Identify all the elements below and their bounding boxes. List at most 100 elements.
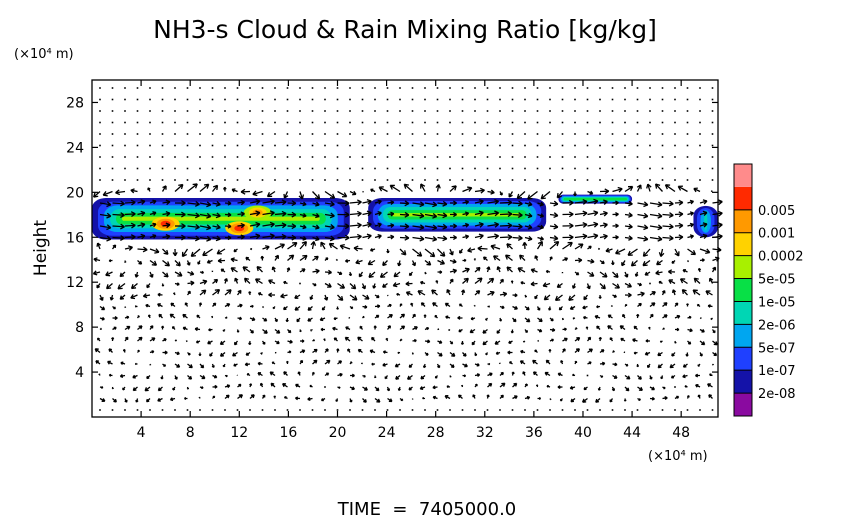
wind-vector (562, 337, 568, 342)
wind-vector (449, 278, 454, 284)
wind-vector (649, 224, 663, 231)
wind-vector (386, 144, 389, 147)
wind-vector (659, 340, 663, 343)
wind-vector (211, 184, 219, 192)
wind-vector (595, 398, 601, 403)
wind-vector (174, 179, 176, 181)
wind-vector (574, 271, 580, 276)
wind-vector (99, 87, 101, 89)
wind-vector (311, 409, 314, 411)
wind-vector (199, 167, 201, 170)
wind-vector (361, 409, 364, 411)
wind-vector (586, 144, 589, 147)
wind-vector (224, 156, 226, 158)
wind-vector (512, 317, 517, 323)
wind-vector (162, 222, 171, 229)
wind-vector (386, 110, 389, 112)
wind-vector (561, 144, 564, 147)
wind-vector (524, 144, 526, 147)
wind-vector (262, 317, 268, 322)
wind-vector (511, 121, 514, 124)
wind-vector (244, 362, 251, 367)
wind-vector (611, 386, 616, 392)
wind-vector (359, 325, 364, 330)
wind-vector (587, 271, 595, 277)
wind-vector (661, 156, 664, 158)
wind-vector (637, 282, 643, 287)
wind-vector (196, 314, 201, 319)
wind-vector (268, 279, 276, 285)
wind-vector (524, 133, 526, 135)
wind-vector (674, 98, 676, 101)
wind-vector (336, 179, 339, 181)
wind-vector (149, 121, 151, 124)
wind-vector (187, 183, 198, 193)
wind-vector (448, 328, 451, 332)
wind-vector (174, 121, 176, 124)
wind-vector-field (92, 87, 723, 411)
wind-vector (99, 179, 101, 181)
wind-vector (486, 156, 489, 158)
wind-vector (507, 350, 513, 355)
wind-vector (186, 144, 189, 147)
wind-vector (485, 352, 489, 356)
x-tick-label: 44 (623, 425, 641, 441)
wind-vector (337, 223, 350, 230)
wind-vector (324, 269, 332, 275)
wind-vector (237, 211, 245, 217)
colorbar-frame (733, 163, 753, 417)
wind-vector (615, 248, 626, 255)
wind-vector (362, 398, 367, 403)
wind-vector (636, 133, 639, 135)
wind-vector (336, 87, 339, 89)
wind-vector (249, 221, 261, 228)
wind-vector (686, 144, 689, 147)
wind-vector (324, 257, 329, 261)
wind-vector (474, 409, 476, 411)
wind-vector (287, 200, 297, 207)
wind-vector (262, 221, 275, 228)
wind-vector (574, 409, 576, 411)
wind-vector (149, 156, 151, 158)
wind-vector (174, 223, 186, 229)
wind-vector (96, 283, 101, 289)
x-tick-label: 32 (476, 425, 494, 441)
wind-vector (248, 291, 252, 296)
wind-vector (92, 270, 101, 276)
wind-vector (161, 283, 165, 287)
wind-vector (337, 234, 350, 241)
wind-vector (556, 282, 563, 289)
wind-vector (274, 210, 287, 217)
wind-vector (347, 348, 351, 353)
wind-vector (374, 144, 376, 147)
wind-vector (237, 199, 245, 206)
wind-vector (636, 179, 639, 181)
wind-vector (422, 363, 427, 369)
wind-vector (208, 328, 213, 332)
wind-vector (469, 328, 476, 334)
wind-vector (373, 375, 377, 379)
wind-vector (424, 156, 426, 158)
wind-vector (499, 110, 501, 112)
wind-vector (682, 363, 688, 368)
wind-vector (299, 339, 305, 343)
wind-vector (549, 87, 551, 89)
wind-vector (112, 326, 117, 331)
wind-vector (199, 212, 212, 219)
wind-vector (642, 248, 651, 257)
wind-vector (399, 248, 407, 256)
wind-vector (124, 245, 133, 251)
wind-vector (199, 386, 204, 390)
wind-vector (286, 267, 291, 273)
wind-vector (411, 167, 414, 170)
wind-vector (336, 348, 340, 353)
wind-vector (320, 241, 326, 250)
wind-vector (147, 187, 151, 192)
wind-vector (677, 185, 688, 193)
wind-vector (681, 288, 688, 296)
x-tick-label: 8 (186, 425, 195, 441)
wind-vector (136, 315, 140, 319)
wind-vector (387, 303, 392, 308)
wind-vector (530, 281, 538, 287)
wind-vector (655, 270, 663, 276)
